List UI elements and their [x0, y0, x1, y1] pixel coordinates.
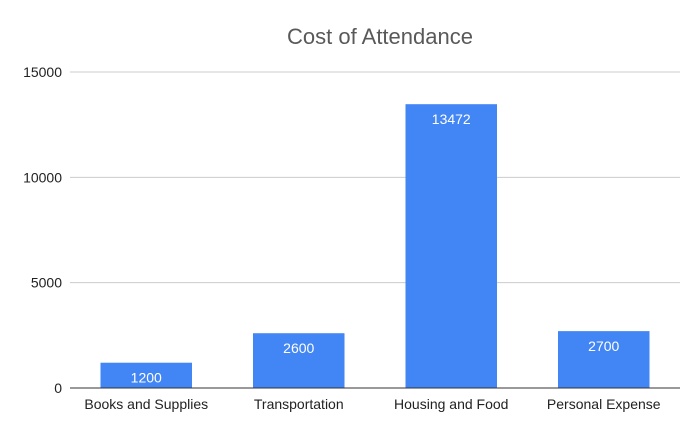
bar-transportation [253, 333, 345, 388]
axes: 0 5000 10000 15000 Books and Supplies Transpo… [23, 64, 680, 412]
bar-housing-and-food [405, 104, 497, 388]
bars [100, 104, 650, 388]
y-tick-label: 10000 [23, 169, 62, 185]
y-tick-label: 15000 [23, 64, 62, 80]
x-tick-label: Personal Expense [547, 396, 661, 412]
data-label: 2600 [283, 340, 314, 356]
data-labels: 1200 2600 13472 2700 [131, 111, 620, 386]
x-tick-label: Transportation [254, 396, 344, 412]
data-label: 2700 [588, 338, 619, 354]
x-tick-label: Books and Supplies [84, 396, 208, 412]
gridlines [70, 71, 680, 284]
y-tick-label: 0 [54, 380, 62, 396]
bar-books-and-supplies [100, 362, 192, 388]
y-tick-label: 5000 [31, 275, 62, 291]
chart-title: Cost of Attendance [287, 24, 473, 49]
data-label: 13472 [432, 111, 471, 127]
bar-personal-expense [558, 331, 650, 388]
data-label: 1200 [131, 370, 162, 386]
x-tick-label: Housing and Food [394, 396, 508, 412]
